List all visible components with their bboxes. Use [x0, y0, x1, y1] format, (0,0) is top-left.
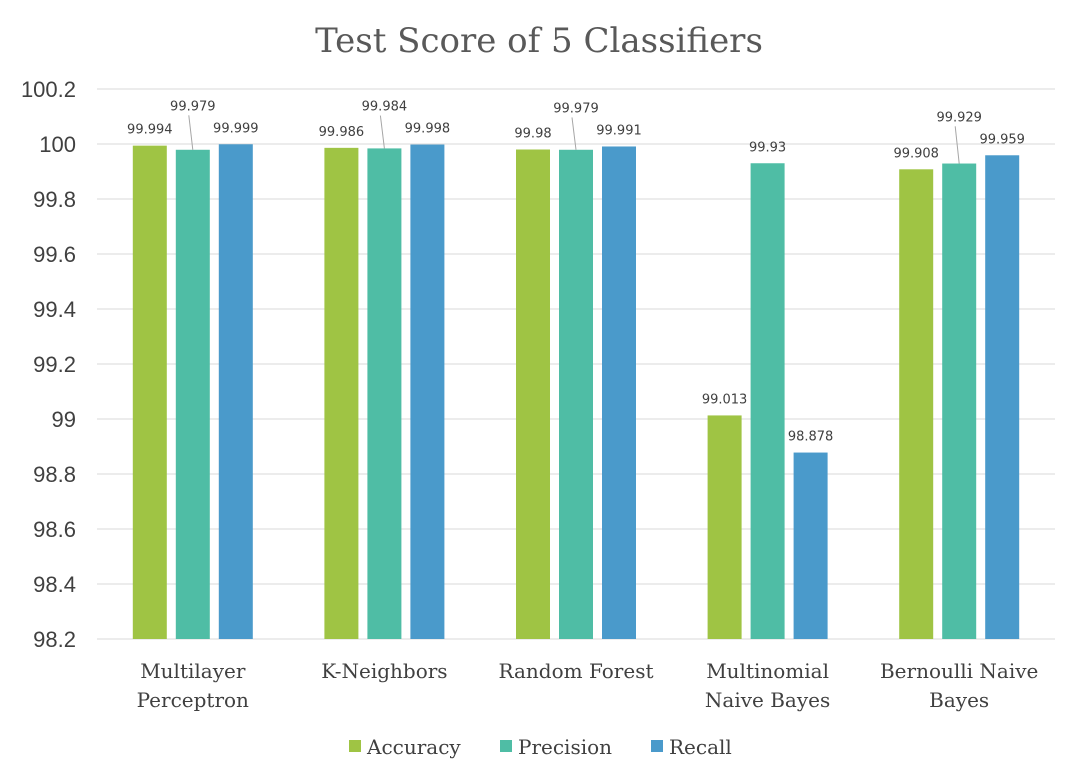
- label-leader-line: [379, 115, 385, 149]
- bar-recall-1: [218, 144, 253, 639]
- y-tick-label: 99: [52, 407, 76, 432]
- bar-recall-5: [985, 155, 1020, 639]
- x-tick-label: Random Forest: [498, 659, 653, 683]
- bar-precision-5: [942, 163, 977, 639]
- legend-swatch-precision: [500, 740, 512, 752]
- bar-precision-4: [750, 163, 785, 639]
- y-tick-label: 99.2: [33, 352, 76, 377]
- data-label-accuracy-2: 99.986: [319, 125, 365, 140]
- data-label-precision-5: 99.929: [936, 110, 982, 125]
- y-tick-label: 99.8: [33, 187, 76, 212]
- legend-label-accuracy: Accuracy: [366, 735, 461, 759]
- data-label-recall-3: 99.991: [596, 123, 642, 138]
- chart-title: Test Score of 5 Classifiers: [315, 21, 763, 61]
- y-tick-label: 99.4: [33, 297, 76, 322]
- data-label-accuracy-4: 99.013: [702, 392, 748, 407]
- y-tick-label: 98.4: [33, 572, 76, 597]
- legend-swatch-recall: [651, 740, 663, 752]
- x-tick-label: Multilayer: [140, 659, 246, 683]
- x-tick-label: Perceptron: [137, 688, 249, 712]
- legend-label-precision: Precision: [518, 735, 612, 759]
- label-leader-line: [571, 117, 577, 150]
- data-label-accuracy-3: 99.98: [514, 127, 551, 142]
- label-leader-line: [954, 126, 960, 164]
- bar-accuracy-4: [707, 415, 742, 639]
- data-label-precision-1: 99.979: [170, 99, 216, 114]
- y-tick-label: 98.8: [33, 462, 76, 487]
- x-tick-label: Multinomial: [706, 659, 829, 683]
- legend: Accuracy Precision Recall: [349, 735, 732, 759]
- bar-recall-2: [410, 144, 445, 640]
- data-label-recall-2: 99.998: [405, 122, 451, 137]
- data-label-accuracy-5: 99.908: [893, 146, 939, 161]
- bar-accuracy-3: [516, 149, 550, 639]
- bar-accuracy-2: [324, 147, 359, 639]
- data-label-precision-4: 99.93: [749, 140, 786, 155]
- data-label-accuracy-1: 99.994: [127, 123, 173, 138]
- y-tick-label: 100.2: [21, 77, 76, 102]
- bar-recall-4: [793, 452, 828, 639]
- y-tick-label: 98.6: [33, 517, 76, 542]
- x-axis: Multilayer Perceptron K-Neighbors Random Fo…: [137, 659, 1039, 712]
- data-label-precision-3: 99.979: [553, 101, 599, 116]
- data-label-recall-4: 98.878: [788, 430, 834, 445]
- x-tick-label: Bernoulli Naive: [880, 659, 1038, 683]
- y-tick-label: 99.6: [33, 242, 76, 267]
- data-label-recall-1: 99.999: [213, 121, 259, 136]
- data-labels: 99.994 99.979 99.999 99.986 99.984 99.998 99.9…: [127, 99, 1025, 444]
- legend-swatch-accuracy: [349, 740, 361, 752]
- label-leader-line: [188, 115, 194, 150]
- data-label-precision-2: 99.984: [362, 100, 408, 115]
- bar-precision-1: [175, 149, 210, 639]
- x-tick-label: Naive Bayes: [705, 688, 830, 712]
- y-tick-label: 100: [39, 132, 76, 157]
- legend-label-recall: Recall: [669, 735, 732, 759]
- bar-precision-2: [367, 148, 402, 639]
- bar-precision-3: [559, 149, 593, 639]
- x-tick-label: K-Neighbors: [321, 659, 447, 683]
- bar-accuracy-5: [899, 169, 934, 640]
- bars: [132, 144, 1020, 640]
- y-tick-label: 98.2: [33, 627, 76, 652]
- x-tick-label: Bayes: [929, 688, 989, 712]
- y-axis: 98.2 98.4 98.6 98.8 99 99.2 99.4 99.6 99.8 100 100…: [21, 77, 76, 652]
- bar-accuracy-1: [132, 145, 167, 639]
- data-label-recall-5: 99.959: [979, 132, 1025, 147]
- bar-recall-3: [602, 146, 636, 639]
